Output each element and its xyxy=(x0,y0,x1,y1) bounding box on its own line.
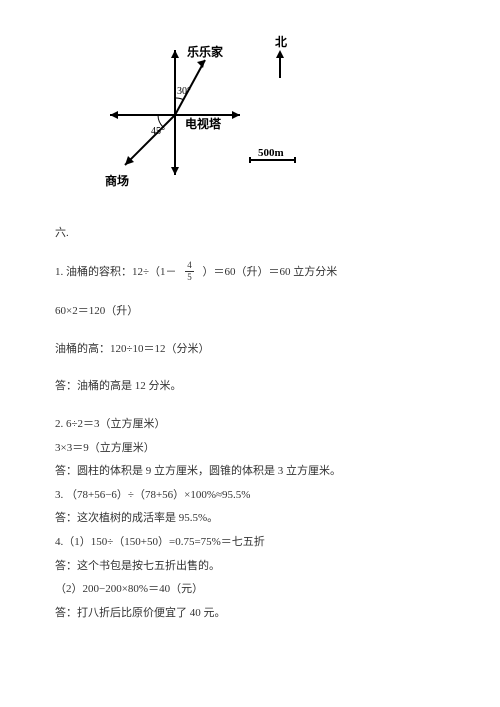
mall-label: 商场 xyxy=(105,173,129,188)
angle30-label: 30° xyxy=(177,86,191,97)
p1a-prefix: 1. 油桶的容积：12÷（1－ xyxy=(55,266,177,278)
diagram-svg: 北 乐乐家 30° 45° 电视塔 商场 500m xyxy=(95,30,305,190)
problem-1-line-a: 1. 油桶的容积：12÷（1－ 4 5 ）＝60（升）＝60 立方分米 xyxy=(55,262,445,283)
problem-2-line-b: 3×3＝9（立方厘米） xyxy=(55,440,445,458)
north-label: 北 xyxy=(275,34,287,49)
frac-num: 4 xyxy=(185,261,194,272)
scale-label: 500m xyxy=(258,147,284,159)
angle45-label: 45° xyxy=(151,126,165,137)
p1a-suffix: ）＝60（升）＝60 立方分米 xyxy=(203,266,338,278)
problem-1-answer: 答：油桶的高是 12 分米。 xyxy=(55,378,445,396)
problem-4-line-a: 4.（1）150÷（150+50）=0.75=75%＝七五折 xyxy=(55,534,445,552)
direction-diagram: 北 乐乐家 30° 45° 电视塔 商场 500m xyxy=(95,30,445,197)
problem-2-answer: 答：圆柱的体积是 9 立方厘米，圆锥的体积是 3 立方厘米。 xyxy=(55,463,445,481)
section-six-heading: 六. xyxy=(55,225,445,243)
problem-2-line-a: 2. 6÷2＝3（立方厘米） xyxy=(55,416,445,434)
problem-1-line-c: 油桶的高：120÷10＝12（分米） xyxy=(55,341,445,359)
home-label: 乐乐家 xyxy=(187,44,224,59)
problem-3-answer: 答：这次植树的成活率是 95.5%。 xyxy=(55,510,445,528)
problem-3-line-a: 3. （78+56−6）÷（78+56）×100%≈95.5% xyxy=(55,487,445,505)
problem-4-line-c: （2）200−200×80%＝40（元） xyxy=(55,581,445,599)
problem-4-answer-2: 答：打八折后比原价便宜了 40 元。 xyxy=(55,605,445,623)
problem-4-answer-1: 答：这个书包是按七五折出售的。 xyxy=(55,558,445,576)
tv-tower-label: 电视塔 xyxy=(185,116,222,131)
fraction-4-5: 4 5 xyxy=(185,261,194,282)
frac-den: 5 xyxy=(185,272,194,282)
problem-1-line-b: 60×2＝120（升） xyxy=(55,303,445,321)
